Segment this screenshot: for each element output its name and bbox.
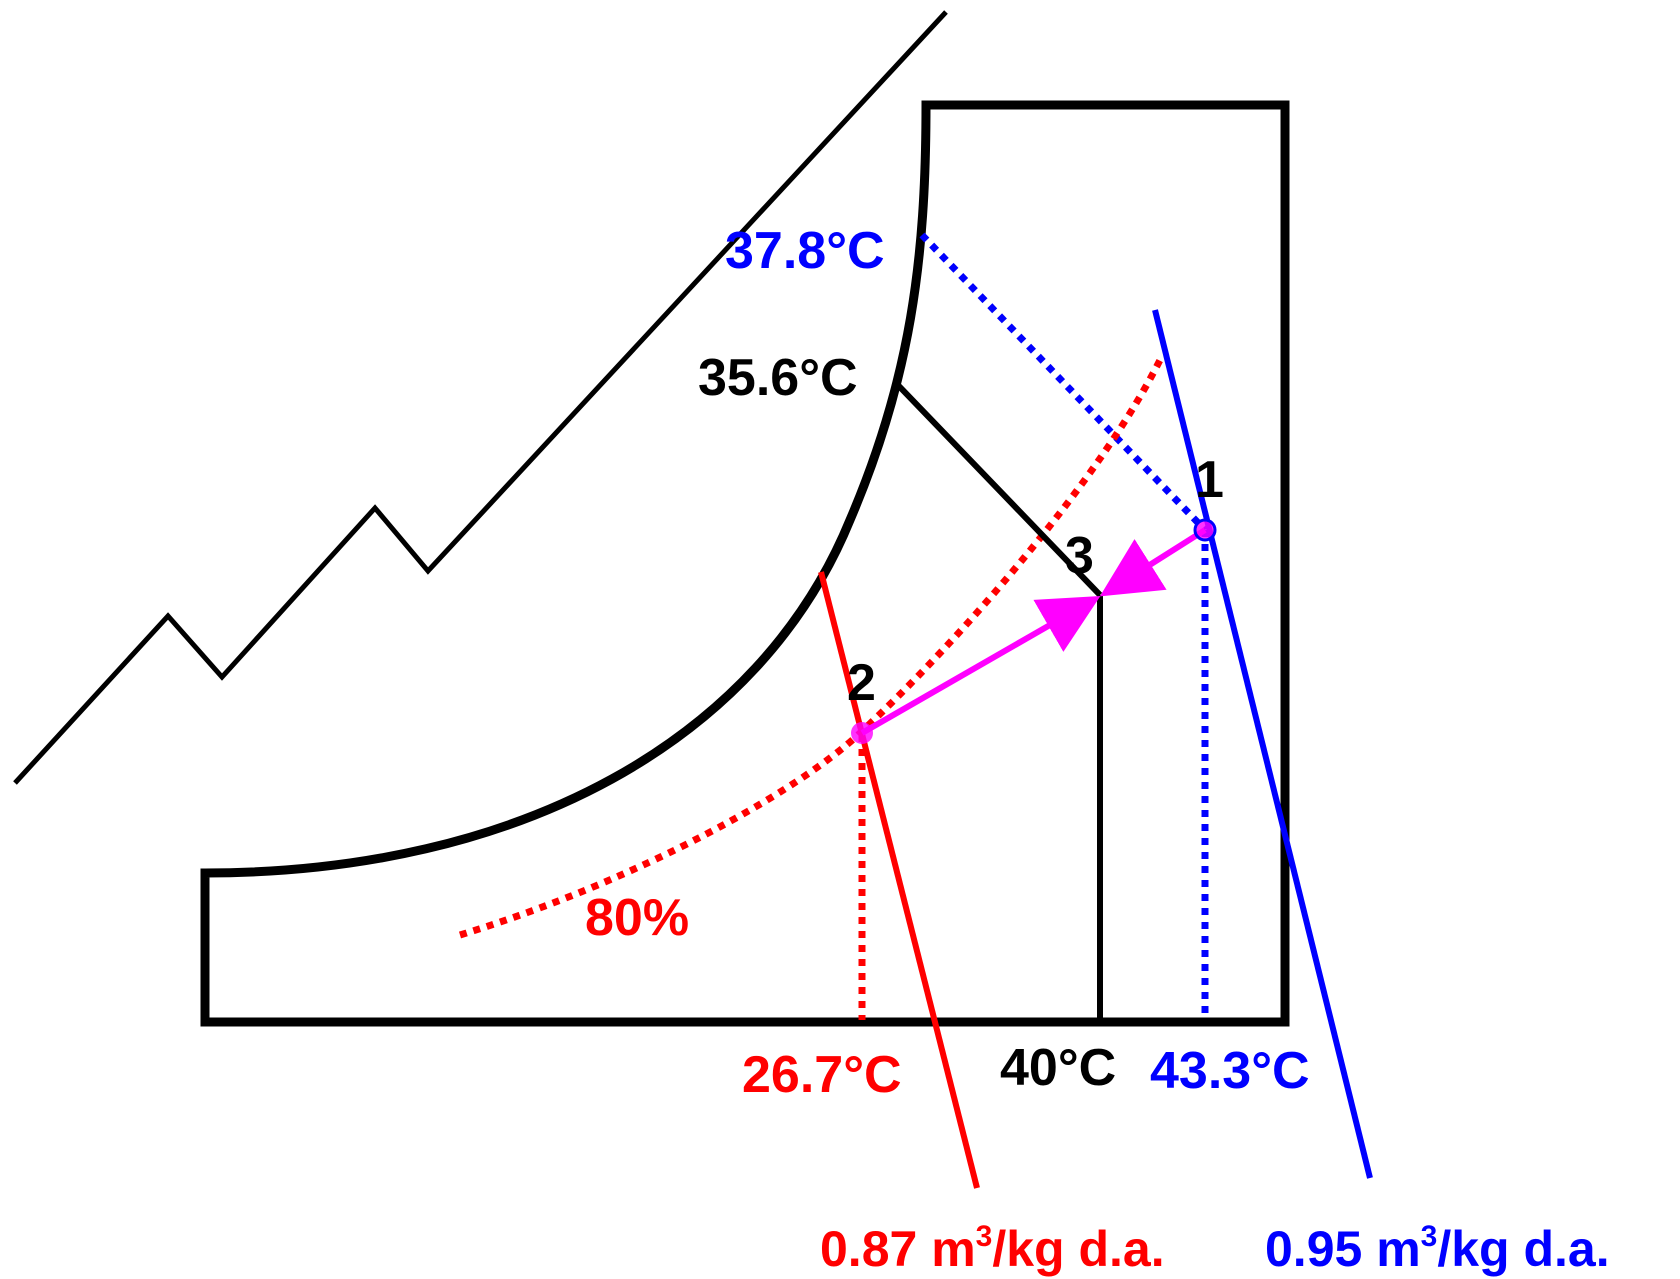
wet-bulb-35-6-line (893, 380, 1103, 598)
chart-outline (200, 100, 1290, 1027)
wet-bulb-37-8-line (919, 232, 1208, 533)
label-37-8: 37.8°C (725, 222, 885, 280)
label-point-1: 1 (1195, 451, 1224, 509)
enthalpy-scale-line (13, 10, 948, 785)
relative-humidity-80-curve (458, 358, 1164, 939)
state-point-2-marker (851, 722, 873, 744)
specific-volume-0-95-line (1152, 309, 1373, 1179)
label-40: 40°C (1000, 1039, 1116, 1097)
label-volume-0-87: 0.87 m3/kg d.a. (820, 1220, 1165, 1277)
state-point-1-marker (1193, 518, 1217, 542)
process-arrow-1-to-3 (1099, 527, 1207, 597)
specific-volume-0-87-line (818, 571, 980, 1189)
label-35-6: 35.6°C (698, 349, 858, 407)
label-43-3: 43.3°C (1150, 1042, 1310, 1100)
label-80-percent: 80% (585, 889, 689, 947)
process-arrow-2-to-3 (860, 596, 1101, 736)
label-point-2: 2 (847, 654, 876, 712)
label-point-3: 3 (1065, 527, 1094, 585)
label-volume-0-95: 0.95 m3/kg d.a. (1265, 1220, 1610, 1277)
label-26-7: 26.7°C (742, 1046, 902, 1104)
